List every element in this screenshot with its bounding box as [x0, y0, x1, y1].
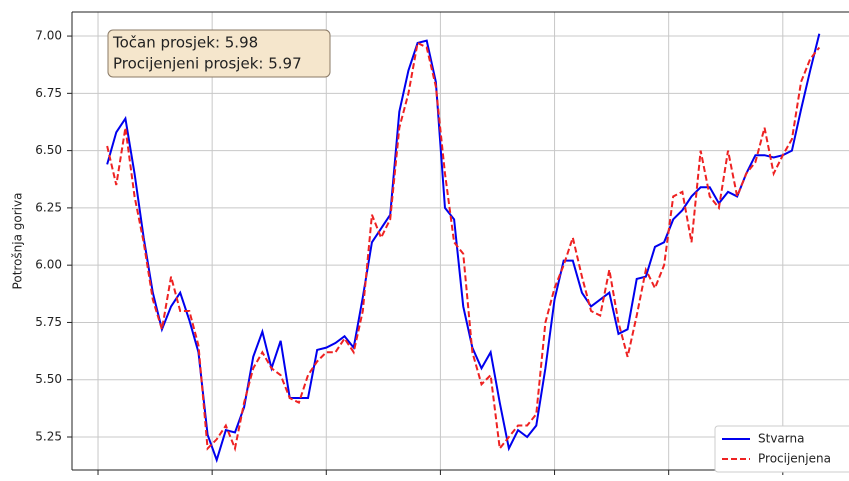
y-tick-label: 6.75	[35, 86, 62, 100]
annotation-text: Procijenjeni prosjek: 5.97	[113, 55, 302, 73]
line-series	[106, 33, 821, 464]
y-tick-label: 6.00	[35, 258, 62, 272]
legend-label: Stvarna	[758, 432, 804, 446]
annotation-text: Točan prosjek: 5.98	[112, 34, 258, 52]
annotation-box	[107, 29, 331, 78]
y-tick-label: 6.50	[35, 143, 62, 157]
legend-label: Procijenjena	[758, 452, 831, 466]
y-tick-label: 6.25	[35, 200, 62, 214]
y-tick-label: 7.00	[35, 29, 62, 43]
legend-box	[714, 425, 849, 473]
y-axis-label: Potrošnja goriva	[11, 193, 25, 290]
y-tick-label: 5.25	[35, 430, 62, 444]
y-tick-label: 5.75	[35, 315, 62, 329]
line-series	[106, 41, 821, 452]
y-tick-label: 5.50	[35, 372, 62, 386]
